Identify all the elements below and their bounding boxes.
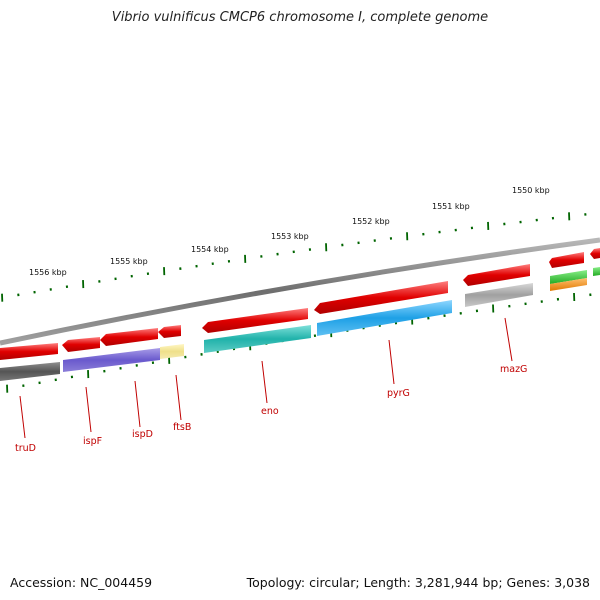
gene-label-ispF[interactable]: ispF xyxy=(83,436,102,447)
gene-green-1[interactable] xyxy=(550,270,587,284)
gene-label-eno[interactable]: eno xyxy=(261,406,279,417)
leader-eno xyxy=(261,360,268,404)
gene-red-4[interactable] xyxy=(158,325,181,338)
leader-ispD xyxy=(134,380,141,428)
leader-ftsB xyxy=(175,374,182,421)
map-title: Vibrio vulnificus CMCP6 chromosome I, co… xyxy=(111,10,489,25)
gene-teal-eno[interactable] xyxy=(204,325,311,353)
gene-red-3[interactable] xyxy=(100,328,158,346)
kbp-label-1552: 1552 kbp xyxy=(352,217,390,226)
gene-orange-1[interactable] xyxy=(550,278,587,291)
gene-blue-pyrG[interactable] xyxy=(317,300,452,336)
reverse-strand-genes xyxy=(0,283,533,381)
gene-dark-gray-truD[interactable] xyxy=(0,362,60,381)
chromosome-backbone xyxy=(0,237,600,346)
gene-label-ftsB[interactable]: ftsB xyxy=(173,422,191,433)
gene-label-truD[interactable]: truD xyxy=(15,443,36,454)
gene-label-ispD[interactable]: ispD xyxy=(132,429,153,440)
gene-red-1[interactable] xyxy=(0,343,58,360)
gene-red-6[interactable] xyxy=(590,248,600,259)
accession-text: Accession: NC_004459 xyxy=(10,575,153,590)
gene-red-pyrG[interactable] xyxy=(314,281,448,314)
kbp-label-1556: 1556 kbp xyxy=(29,268,67,277)
gene-red-2[interactable] xyxy=(62,337,100,352)
gene-label-pyrG[interactable]: pyrG xyxy=(387,388,410,399)
kbp-label-1551: 1551 kbp xyxy=(432,202,470,211)
kbp-label-1554: 1554 kbp xyxy=(191,245,229,254)
outer-scale-ticks xyxy=(1,212,587,302)
gene-purple-ispF-ispD[interactable] xyxy=(63,348,160,372)
leader-mazG xyxy=(504,317,513,362)
forward-strand-genes xyxy=(0,248,600,360)
genome-summary-text: Topology: circular; Length: 3,281,944 bp… xyxy=(246,575,590,590)
label-leaders xyxy=(19,317,513,439)
gene-label-mazG[interactable]: mazG xyxy=(500,364,527,375)
leader-truD xyxy=(19,395,26,439)
leader-ispF xyxy=(85,386,92,433)
kbp-label-1553: 1553 kbp xyxy=(271,232,309,241)
gene-red-5[interactable] xyxy=(549,252,584,268)
leader-pyrG xyxy=(388,339,395,385)
kbp-label-1550: 1550 kbp xyxy=(512,186,550,195)
kbp-label-1555: 1555 kbp xyxy=(110,257,148,266)
gene-green-2[interactable] xyxy=(593,267,600,276)
gene-gray-mazG[interactable] xyxy=(465,283,533,307)
gene-red-mazG[interactable] xyxy=(463,264,530,286)
gene-yellow-ftsB[interactable] xyxy=(160,344,184,359)
gene-red-eno[interactable] xyxy=(202,308,308,333)
